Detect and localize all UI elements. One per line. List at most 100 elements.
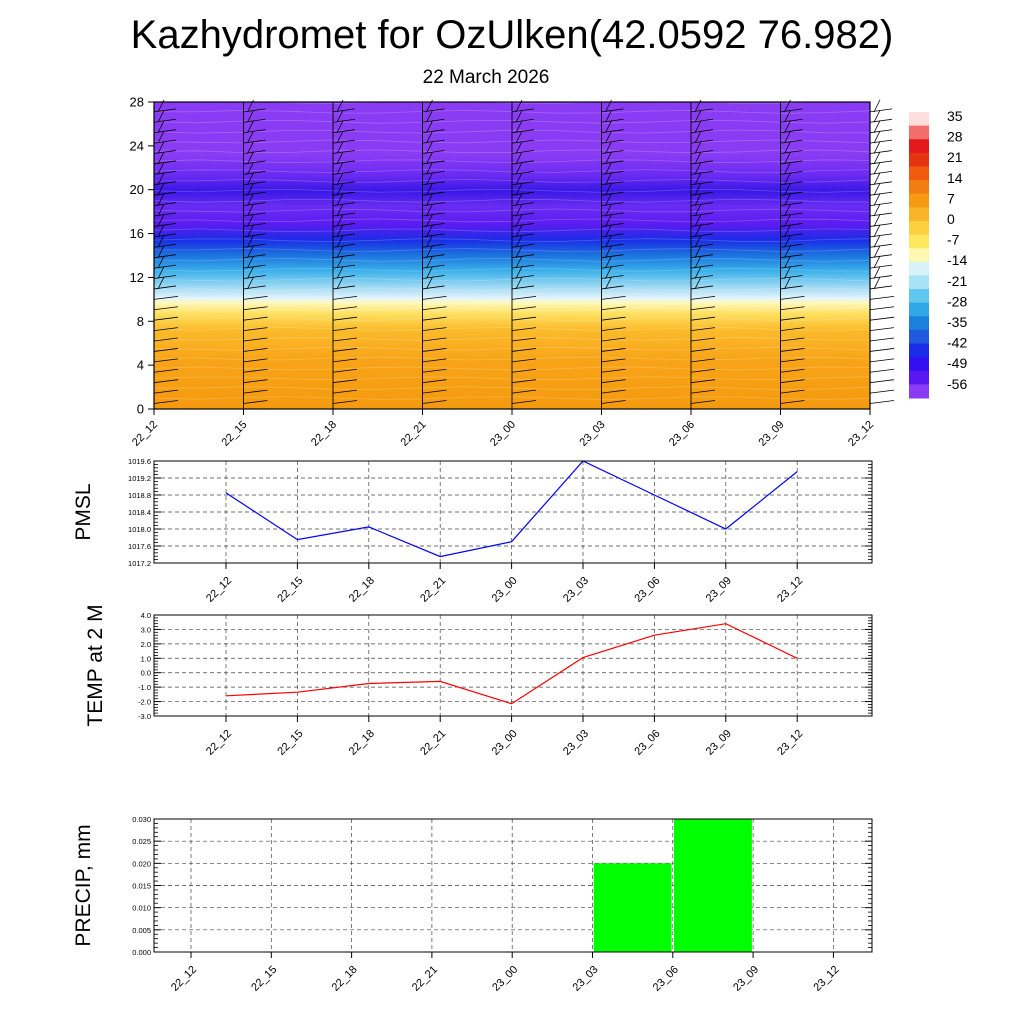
wind-barb-flag (690, 264, 714, 269)
wind-barb-flag (511, 191, 535, 196)
wind-barb-feather (336, 235, 344, 248)
wind-barb-feather (247, 110, 254, 123)
wind-barb-feather (515, 203, 523, 217)
wind-barb-flag (869, 212, 893, 217)
colorbar-swatch (909, 112, 929, 127)
wind-barb-flag (153, 327, 179, 332)
y-tick-label: -1.0 (138, 683, 151, 692)
wind-barb-flag (601, 191, 624, 196)
wind-barb-flag (601, 202, 624, 207)
wind-barb-feather (605, 183, 612, 196)
wind-barb-feather (873, 224, 881, 238)
bar (593, 863, 672, 952)
wind-barb-flag (601, 295, 626, 300)
wind-barb-flag (780, 368, 805, 373)
wind-barb-flag (511, 389, 537, 394)
wind-barb-feather (426, 245, 433, 258)
wind-barb-flag (869, 129, 893, 134)
series-line (225, 623, 798, 705)
wind-barb-flag (869, 400, 895, 404)
wind-barb-flag (690, 202, 714, 207)
wind-barb-flag (690, 306, 716, 311)
wind-barb-flag (332, 316, 358, 321)
colorbar-label: 28 (947, 129, 963, 145)
wind-barb-flag (869, 170, 893, 175)
wind-barb-flag (690, 223, 714, 227)
wind-barb-flag (422, 389, 447, 394)
wind-barb-feather (605, 245, 612, 258)
wind-barb-flag (243, 212, 266, 217)
y-tick-label: 28 (130, 95, 144, 110)
wind-barb-flag (153, 358, 179, 363)
wind-barb-flag (243, 170, 266, 175)
wind-barb-feather (515, 276, 523, 290)
y-tick-label: -3.0 (138, 712, 151, 721)
wind-barb-flag (869, 337, 895, 342)
x-tick-label: 22_18 (347, 728, 377, 758)
wind-barb-feather (157, 276, 165, 290)
wind-barb-flag (332, 170, 356, 175)
wind-barb-flag (690, 275, 714, 279)
wind-barb-flag (332, 233, 356, 238)
wind-barb-feather (784, 110, 791, 123)
wind-barb-flag (422, 306, 447, 311)
colorbar-swatch (909, 370, 929, 385)
wind-barb-flag (601, 389, 626, 394)
colorbar-swatch (909, 152, 929, 167)
wind-barb-feather (694, 172, 702, 185)
wind-barb-flag (690, 233, 714, 238)
x-tick-label: 23_00 (490, 575, 520, 605)
wind-barb-flag (869, 295, 895, 300)
wind-barb-feather (605, 151, 612, 165)
wind-barb-feather (157, 120, 165, 133)
wind-barb-flag (422, 275, 445, 279)
wind-barb-flag (601, 379, 626, 384)
wind-barb-flag (511, 108, 535, 113)
wind-barb-flag (869, 327, 895, 332)
colorbar-swatch (909, 289, 929, 304)
wind-barb-feather (426, 235, 433, 248)
wind-barb-flag (511, 139, 535, 144)
wind-barb-flag (332, 389, 358, 394)
wind-barb-flag (153, 118, 177, 123)
wind-barb-feather (247, 130, 254, 144)
wind-barb-flag (511, 254, 535, 259)
wind-barb-flag (422, 191, 445, 196)
wind-barb-feather (515, 110, 523, 123)
wind-barb-flag (511, 150, 535, 154)
wind-barb-feather (247, 183, 254, 196)
colorbar-label: -49 (947, 355, 967, 371)
wind-barb-feather (694, 141, 702, 154)
wind-barb-flag (332, 160, 356, 165)
wind-barb-feather (336, 214, 344, 227)
y-tick-label: 4 (137, 358, 144, 373)
wind-barb-feather (694, 120, 702, 133)
wind-barb-feather (157, 110, 165, 123)
wind-barb-feather (515, 224, 523, 238)
wind-barb-feather (605, 120, 612, 133)
wind-barb-flag (153, 233, 177, 238)
wind-barb-feather (336, 162, 344, 175)
wind-barb-flag (869, 316, 895, 321)
wind-barb-feather (605, 224, 612, 238)
wind-barb-flag (153, 368, 179, 373)
wind-barb-flag (780, 108, 803, 113)
wind-barb-feather (247, 235, 254, 248)
wind-barb-flag (422, 368, 447, 373)
wind-barb-flag (869, 368, 895, 373)
x-tick-label: 22_18 (347, 575, 377, 605)
x-tick-label: 23_03 (578, 419, 608, 449)
wind-barb-feather (873, 235, 881, 248)
x-tick-label: 22_21 (410, 964, 440, 994)
wind-barb-flag (153, 181, 177, 186)
y-tick-label: 0.030 (132, 815, 151, 824)
wind-barb-feather (605, 130, 612, 144)
wind-barb-flag (243, 243, 266, 248)
colorbar: 35 28 21 14 7 0 -7 -14 -21 -28 -35 -42 -49 -56 (909, 108, 967, 399)
x-tick-label: 23_12 (775, 575, 805, 605)
wind-barb-feather (605, 110, 612, 123)
wind-barb-flag (153, 243, 177, 248)
wind-barb-feather (694, 203, 702, 217)
